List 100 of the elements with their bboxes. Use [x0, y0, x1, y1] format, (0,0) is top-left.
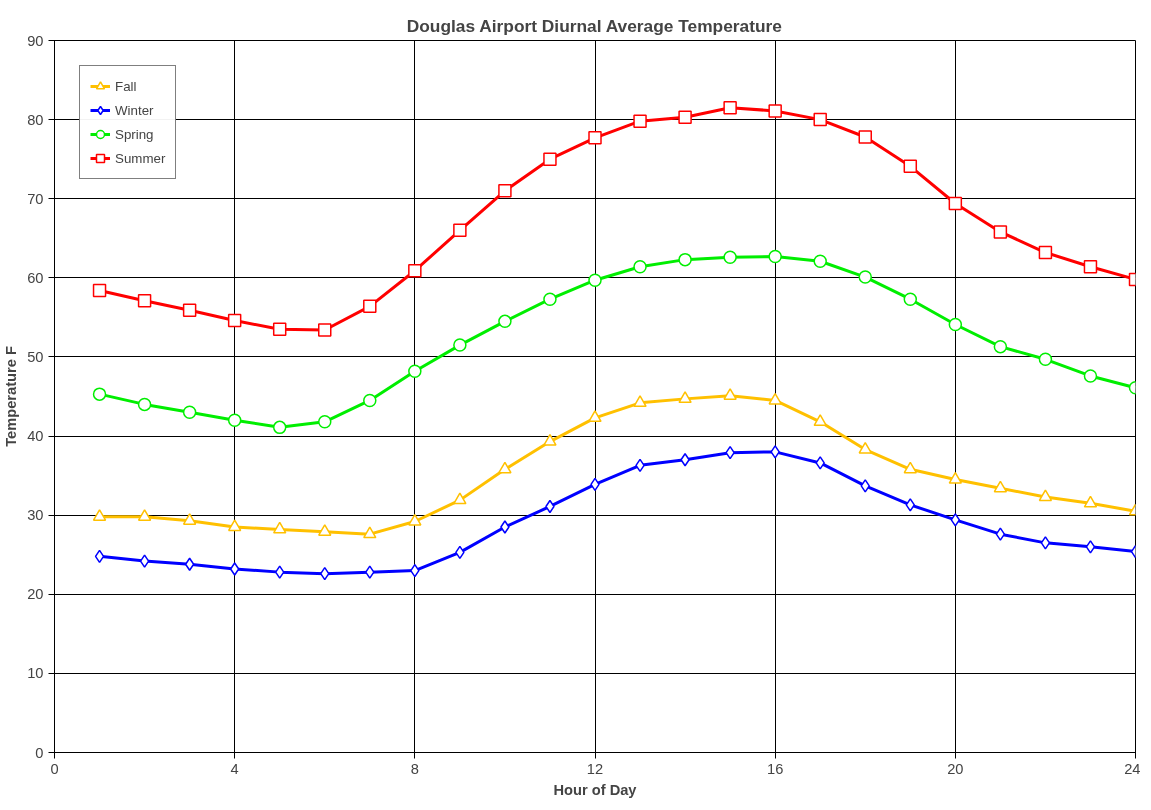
point — [813, 414, 827, 427]
point — [993, 225, 1008, 239]
point — [813, 112, 827, 127]
point — [543, 152, 557, 166]
point — [588, 131, 602, 145]
point — [500, 520, 510, 534]
point — [588, 273, 602, 287]
legend-label: Fall — [115, 78, 137, 94]
point — [948, 471, 963, 484]
point — [948, 317, 963, 332]
point — [903, 159, 918, 174]
point — [227, 413, 242, 427]
x-tick-label: 16 — [767, 760, 784, 777]
point — [272, 420, 287, 435]
y-axis-title: Temperature F — [3, 346, 20, 447]
point — [723, 100, 737, 115]
point — [453, 492, 467, 505]
point — [633, 395, 647, 408]
point — [543, 433, 557, 446]
point — [408, 364, 422, 378]
point — [770, 445, 780, 459]
point — [318, 415, 332, 429]
point — [1083, 495, 1098, 508]
x-tick-label: 24 — [1124, 760, 1141, 777]
point — [408, 263, 422, 278]
x-axis-title: Hour of Day — [553, 781, 638, 798]
point — [768, 104, 782, 118]
y-tick-label: 70 — [27, 190, 44, 207]
point — [680, 453, 690, 467]
point — [318, 524, 332, 536]
point — [498, 314, 512, 329]
point — [723, 250, 737, 264]
point — [903, 461, 918, 474]
y-tick-label: 60 — [27, 269, 44, 286]
y-tick-label: 30 — [27, 507, 44, 524]
point — [184, 557, 195, 571]
point — [137, 397, 152, 412]
point — [860, 479, 870, 493]
point — [588, 410, 602, 423]
point — [678, 110, 692, 124]
point — [182, 405, 197, 420]
point — [92, 387, 107, 401]
point — [498, 461, 512, 474]
point — [1040, 536, 1051, 550]
point — [858, 270, 872, 284]
point — [1038, 352, 1053, 367]
point — [274, 565, 285, 579]
point — [813, 254, 827, 268]
point — [318, 323, 332, 337]
y-tick-label: 80 — [27, 111, 44, 128]
point — [272, 322, 287, 337]
point — [543, 292, 557, 306]
point — [453, 223, 467, 238]
point — [92, 283, 107, 298]
point — [137, 294, 152, 308]
point — [768, 249, 782, 264]
point — [227, 519, 242, 532]
point — [182, 513, 197, 525]
point — [678, 391, 692, 404]
point — [995, 527, 1006, 541]
point — [498, 184, 512, 198]
x-tick-label: 4 — [230, 760, 239, 777]
point — [723, 388, 737, 400]
point — [903, 292, 918, 306]
point — [408, 513, 422, 526]
point — [1038, 245, 1053, 260]
point — [905, 498, 916, 512]
legend-label: Winter — [115, 102, 154, 118]
point — [92, 509, 107, 521]
point — [229, 562, 240, 576]
x-tick-label: 20 — [947, 760, 964, 777]
point — [1083, 260, 1098, 274]
point — [948, 196, 963, 211]
point — [633, 114, 647, 128]
point — [858, 441, 872, 454]
point — [993, 480, 1008, 493]
y-tick-label: 10 — [27, 665, 44, 682]
point — [678, 252, 692, 267]
point — [365, 565, 375, 579]
point — [227, 313, 242, 328]
point — [858, 130, 872, 144]
point — [363, 299, 377, 314]
point — [139, 554, 150, 568]
point — [94, 549, 105, 564]
y-tick-label: 40 — [27, 428, 44, 445]
point — [950, 513, 961, 527]
point — [1083, 369, 1098, 383]
point — [1038, 489, 1053, 502]
point — [363, 526, 377, 539]
y-tick-label: 20 — [27, 586, 44, 603]
y-tick-label: 90 — [27, 32, 44, 49]
y-tick-label: 50 — [27, 348, 44, 365]
x-tick-label: 12 — [586, 760, 604, 777]
point — [633, 260, 647, 274]
point — [768, 392, 782, 405]
point — [993, 339, 1008, 354]
legend-label: Spring — [115, 126, 154, 142]
y-tick-label: 0 — [35, 744, 44, 761]
x-tick-label: 8 — [410, 760, 419, 777]
point — [272, 521, 287, 534]
